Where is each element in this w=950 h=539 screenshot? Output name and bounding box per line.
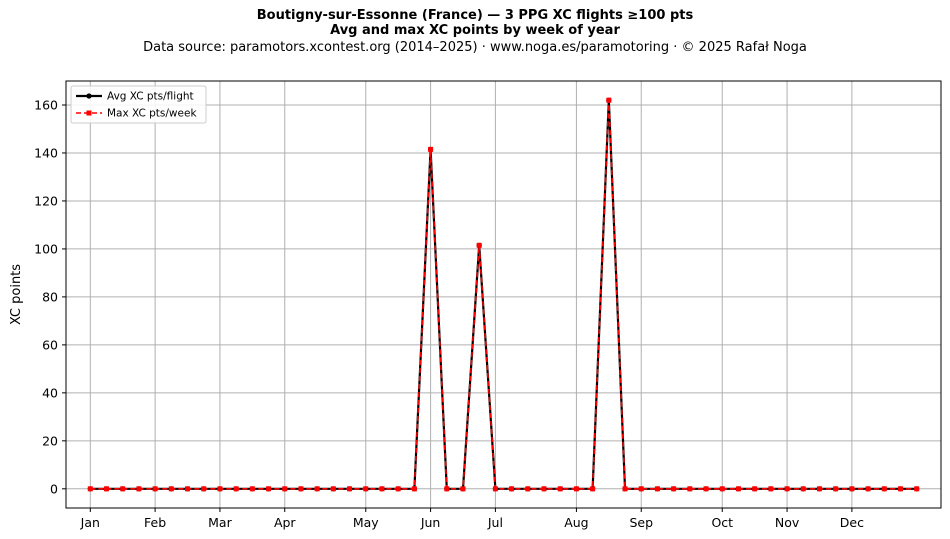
data-point [136, 486, 142, 492]
data-point [509, 486, 515, 492]
data-point [606, 97, 612, 103]
data-point [719, 486, 725, 492]
legend-marker [86, 93, 92, 99]
data-point [768, 486, 774, 492]
data-point [849, 486, 855, 492]
data-point [428, 146, 434, 152]
x-tick-label: Aug [564, 515, 588, 530]
data-point [735, 486, 741, 492]
data-point [249, 486, 255, 492]
data-point [557, 486, 563, 492]
data-point [703, 486, 709, 492]
data-point [379, 486, 385, 492]
series-line [90, 99, 917, 490]
x-tick-label: Jun [420, 515, 441, 530]
data-point [590, 486, 596, 492]
data-point [752, 486, 758, 492]
y-tick-label: 120 [34, 193, 58, 208]
chart-source-line: Data source: paramotors.xcontest.org (20… [143, 40, 807, 55]
series-layer [87, 97, 920, 492]
y-tick-label: 100 [34, 241, 58, 256]
data-point [217, 486, 223, 492]
y-tick-label: 60 [42, 337, 58, 352]
y-tick-label: 20 [42, 433, 58, 448]
x-tick-label: Dec [840, 515, 864, 530]
x-tick-label: Jan [80, 515, 100, 530]
y-tick-label: 40 [42, 385, 58, 400]
data-point [671, 486, 677, 492]
data-point [444, 486, 450, 492]
x-tick-label: Sep [629, 515, 653, 530]
series-2 [87, 97, 920, 492]
data-point [865, 486, 871, 492]
data-point [201, 486, 207, 492]
x-tick-label: May [353, 515, 379, 530]
legend-label: Avg XC pts/flight [107, 91, 194, 103]
data-point [573, 486, 579, 492]
series-line [90, 99, 917, 490]
grid-lines [66, 81, 941, 508]
data-point [654, 486, 660, 492]
x-tick-label: Mar [208, 515, 232, 530]
data-point [638, 486, 644, 492]
data-point [298, 486, 304, 492]
x-tick-label: Apr [274, 515, 296, 530]
data-point [476, 242, 482, 248]
data-point [185, 486, 191, 492]
data-point [87, 486, 93, 492]
data-point [411, 486, 417, 492]
data-point [914, 486, 920, 492]
legend-marker [86, 110, 92, 116]
data-point [314, 486, 320, 492]
data-point [492, 486, 498, 492]
x-tick-label: Jul [487, 515, 503, 530]
x-axis-ticks: Jan Feb Mar Apr May Jun Jul Aug Sep Oct Nov Dec [80, 508, 864, 530]
y-tick-label: 0 [50, 481, 58, 496]
chart-title-block: Boutigny-sur-Essonne (France) — 3 PPG XC… [0, 8, 950, 57]
data-point [363, 486, 369, 492]
chart-title: Boutigny-sur-Essonne (France) — 3 PPG XC… [256, 8, 694, 23]
data-point [687, 486, 693, 492]
x-tick-label: Nov [775, 515, 800, 530]
data-point [816, 486, 822, 492]
data-point [881, 486, 887, 492]
data-point [525, 486, 531, 492]
data-point [168, 486, 174, 492]
data-point [330, 486, 336, 492]
data-point [152, 486, 158, 492]
chart-subtitle: Avg and max XC points by week of year [330, 23, 620, 38]
data-point [800, 486, 806, 492]
legend-label: Max XC pts/week [107, 108, 197, 120]
legend: Avg XC pts/flight Max XC pts/week [70, 85, 207, 124]
data-point [622, 486, 628, 492]
plot-frame [65, 80, 942, 509]
data-point [460, 486, 466, 492]
y-tick-label: 160 [34, 97, 58, 112]
data-point [120, 486, 126, 492]
x-tick-label: Feb [144, 515, 166, 530]
y-tick-label: 80 [42, 289, 58, 304]
y-tick-label: 140 [34, 145, 58, 160]
data-point [833, 486, 839, 492]
x-tick-label: Oct [711, 515, 733, 530]
legend-box [70, 85, 207, 124]
data-point [282, 486, 288, 492]
data-point [233, 486, 239, 492]
data-point [266, 486, 272, 492]
data-point [784, 486, 790, 492]
data-point [897, 486, 903, 492]
data-point [347, 486, 353, 492]
y-axis-label: XC points [9, 264, 24, 325]
y-axis-ticks: 0 20 40 60 80 100 120 140 160 [34, 97, 66, 496]
series-1 [87, 97, 920, 492]
data-point [395, 486, 401, 492]
data-point [104, 486, 110, 492]
data-point [541, 486, 547, 492]
